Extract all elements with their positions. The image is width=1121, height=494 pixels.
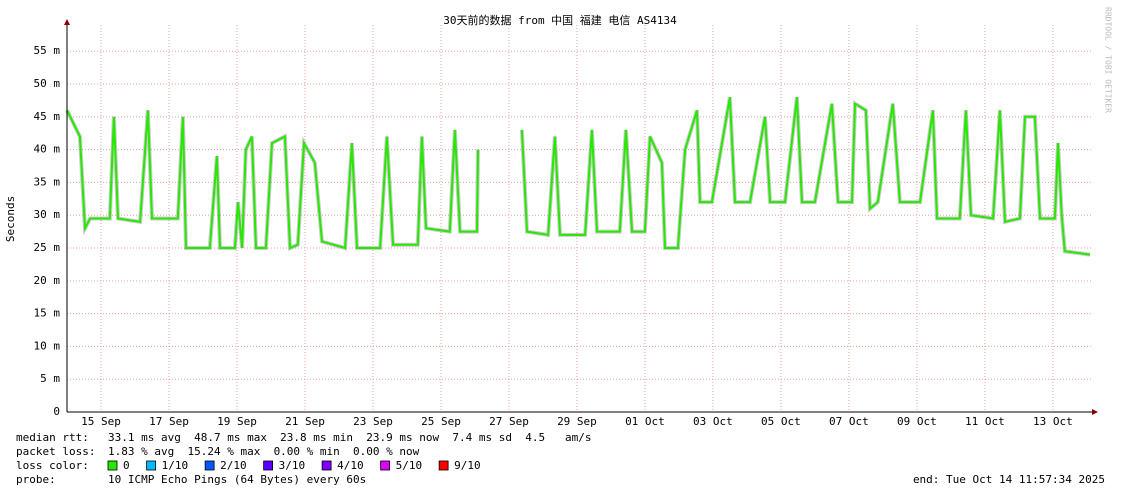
- y-axis-label: Seconds: [4, 196, 17, 242]
- rtt-line: [66, 97, 1091, 256]
- loss-swatch: [321, 460, 332, 471]
- x-tick-label: 07 Oct: [829, 415, 869, 428]
- probe-label: probe:: [16, 473, 56, 486]
- loss-swatch-label: 1/10: [162, 459, 189, 472]
- tick-labels: 0 5 m 10 m 15 m 20 m 25 m 30 m 35 m 40 m 45 m 50 m…: [34, 44, 1073, 428]
- x-tick-label: 03 Oct: [693, 415, 733, 428]
- x-tick-label: 05 Oct: [761, 415, 801, 428]
- loss-text: 1.83 % avg 15.24 % max 0.00 % min 0.00 %…: [108, 445, 420, 458]
- median-label: median rtt:: [16, 431, 89, 444]
- x-tick-label: 23 Sep: [353, 415, 393, 428]
- y-tick-label: 55 m: [34, 44, 61, 57]
- y-tick-label: 20 m: [34, 274, 61, 287]
- color-label: loss color:: [16, 459, 89, 472]
- x-tick-label: 13 Oct: [1033, 415, 1073, 428]
- y-arrow: [64, 19, 70, 25]
- y-tick-label: 5 m: [40, 372, 60, 385]
- x-tick-label: 09 Oct: [897, 415, 937, 428]
- y-tick-label: 10 m: [34, 339, 61, 352]
- loss-swatch-label: 4/10: [337, 459, 364, 472]
- loss-swatch: [204, 460, 215, 471]
- x-tick-label: 17 Sep: [149, 415, 189, 428]
- y-tick-label: 50 m: [34, 77, 61, 90]
- loss-swatch: [263, 460, 274, 471]
- end-text: end: Tue Oct 14 11:57:34 2025: [913, 473, 1105, 486]
- loss-swatch: [380, 460, 391, 471]
- loss-label: packet loss:: [16, 445, 95, 458]
- y-tick-label: 30 m: [34, 208, 61, 221]
- loss-swatch-label: 2/10: [220, 459, 247, 472]
- loss-swatch: [107, 460, 118, 471]
- x-tick-label: 25 Sep: [421, 415, 461, 428]
- loss-swatch: [146, 460, 157, 471]
- y-tick-label: 15 m: [34, 307, 61, 320]
- y-tick-label: 40 m: [34, 143, 61, 156]
- median-text: 33.1 ms avg 48.7 ms max 23.8 ms min 23.9…: [108, 431, 591, 444]
- x-tick-label: 01 Oct: [625, 415, 665, 428]
- x-tick-label: 11 Oct: [965, 415, 1005, 428]
- probe-text: 10 ICMP Echo Pings (64 Bytes) every 60s: [108, 473, 366, 486]
- y-tick-label: 25 m: [34, 241, 61, 254]
- chart-title: 30天前的数据 from 中国 福建 电信 AS4134: [443, 13, 677, 27]
- y-tick-label: 45 m: [34, 110, 61, 123]
- x-tick-label: 19 Sep: [217, 415, 257, 428]
- x-arrow: [1092, 409, 1098, 415]
- loss-swatch-label: 5/10: [396, 459, 423, 472]
- y-tick-label: 0: [53, 405, 60, 418]
- loss-swatch: [438, 460, 449, 471]
- x-tick-label: 15 Sep: [81, 415, 121, 428]
- x-tick-label: 27 Sep: [489, 415, 529, 428]
- loss-swatch-label: 9/10: [454, 459, 481, 472]
- loss-swatch-label: 3/10: [279, 459, 306, 472]
- loss-swatch-label: 0: [123, 459, 130, 472]
- y-tick-label: 35 m: [34, 175, 61, 188]
- plot: [65, 96, 1091, 257]
- footer: median rtt: 33.1 ms avg 48.7 ms max 23.8…: [16, 431, 1105, 486]
- x-tick-label: 29 Sep: [557, 415, 597, 428]
- x-tick-label: 21 Sep: [285, 415, 325, 428]
- watermark: RRDTOOL / TOBI OETIKER: [1104, 7, 1113, 113]
